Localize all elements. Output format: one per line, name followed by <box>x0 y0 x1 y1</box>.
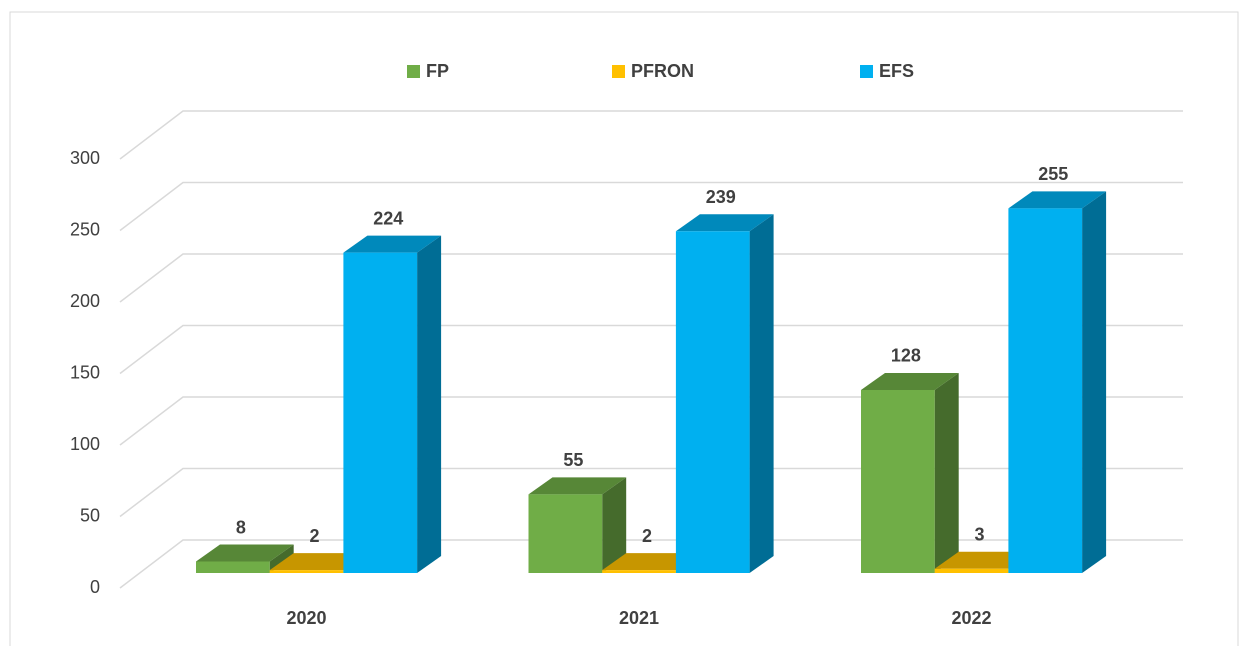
legend-label: PFRON <box>631 61 694 81</box>
data-label: 2 <box>642 526 652 546</box>
y-tick-label: 150 <box>70 362 100 382</box>
y-tick-label: 200 <box>70 291 100 311</box>
bar-face <box>1008 191 1107 209</box>
bar <box>343 235 442 573</box>
legend-swatch <box>860 65 873 78</box>
legend-label: EFS <box>879 61 914 81</box>
bar-face <box>602 570 676 573</box>
grid-line <box>119 181 1183 232</box>
data-label: 255 <box>1038 164 1068 184</box>
bar <box>1008 191 1107 573</box>
legend-swatch <box>612 65 625 78</box>
grid-line <box>119 396 1183 446</box>
grid-line <box>119 539 1183 589</box>
data-label: 224 <box>373 208 403 228</box>
bar <box>675 214 774 574</box>
bar <box>861 372 959 573</box>
bar-face <box>528 494 603 573</box>
grid-line <box>119 253 1183 303</box>
y-tick-label: 250 <box>70 219 100 239</box>
x-tick-label: 2021 <box>619 608 659 628</box>
bar-face <box>861 372 959 390</box>
bar-face <box>196 561 270 573</box>
bar-face <box>1008 208 1083 573</box>
y-tick-label: 300 <box>70 148 100 168</box>
data-label: 8 <box>236 517 246 537</box>
x-tick-label: 2020 <box>287 608 327 628</box>
bar-face <box>675 214 774 232</box>
data-label: 55 <box>563 450 583 470</box>
bar-face <box>934 372 959 573</box>
bar-face <box>934 551 1033 569</box>
grid-line <box>119 467 1183 518</box>
bar-face <box>602 553 700 571</box>
bar-face <box>343 235 442 253</box>
grid-line <box>119 110 1183 160</box>
y-tick-label: 0 <box>90 577 100 597</box>
bar-face <box>861 389 935 573</box>
bar-face <box>269 570 344 573</box>
bar-face <box>196 544 294 562</box>
legend-swatch <box>407 65 420 78</box>
data-label: 2 <box>310 526 320 546</box>
y-tick-label: 50 <box>80 505 100 525</box>
legend-label: FP <box>426 61 449 81</box>
bar-face <box>602 477 627 573</box>
bar-face <box>417 235 442 573</box>
data-label: 128 <box>891 346 921 366</box>
bar-face <box>528 477 627 495</box>
bar <box>528 477 627 573</box>
bar-face <box>934 568 1009 573</box>
y-tick-label: 100 <box>70 434 100 454</box>
bar-face <box>675 231 750 574</box>
bar-face <box>343 252 418 573</box>
bar-face <box>1082 191 1107 573</box>
data-label: 3 <box>975 524 985 544</box>
data-label: 239 <box>706 187 736 207</box>
bar-face <box>749 214 774 574</box>
bar-face <box>269 553 368 571</box>
x-tick-label: 2022 <box>952 608 992 628</box>
grid-line <box>119 324 1183 375</box>
